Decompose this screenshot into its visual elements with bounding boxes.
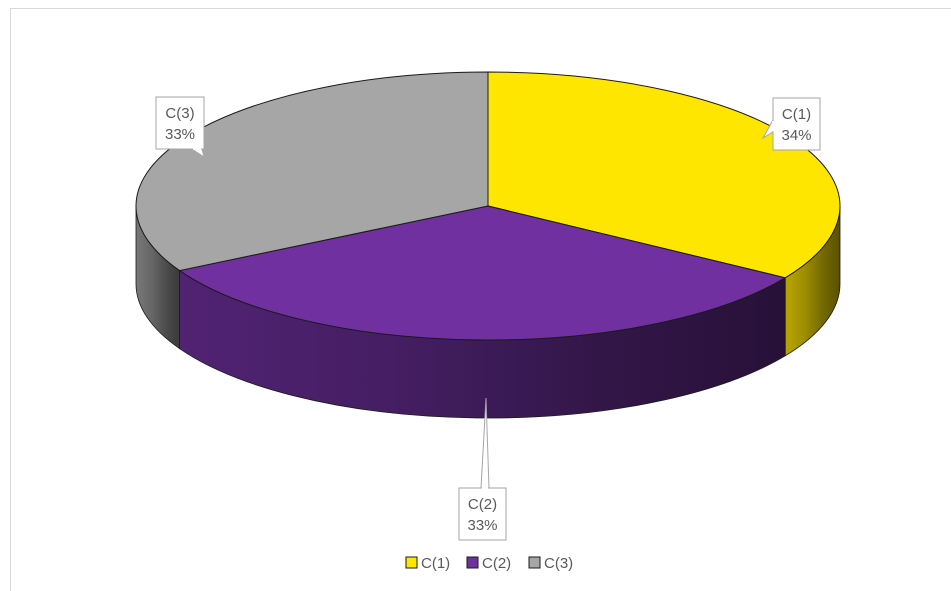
label-category-c2: C(2) bbox=[468, 496, 497, 513]
label-percent-c2: 33% bbox=[467, 517, 497, 534]
legend-item-c2: C(2) bbox=[466, 555, 511, 572]
label-percent-c1: 34% bbox=[781, 127, 811, 144]
pie-chart: C(1) 34% C(2) 33% C(3) 33% C(1) C(2) C(3) bbox=[135, 71, 841, 572]
label-box bbox=[155, 96, 205, 150]
legend-swatch-c1 bbox=[405, 556, 418, 569]
legend-item-c3: C(3) bbox=[528, 555, 573, 572]
legend: C(1) C(2) C(3) bbox=[405, 555, 573, 572]
legend-label-c1: C(1) bbox=[421, 555, 450, 572]
label-category-c1: C(1) bbox=[782, 106, 811, 123]
legend-item-c1: C(1) bbox=[405, 555, 450, 572]
pie-slice-c2 bbox=[178, 205, 787, 341]
data-label-c2: C(2) 33% bbox=[458, 397, 507, 541]
label-box bbox=[458, 487, 507, 541]
legend-swatch-c3 bbox=[528, 556, 541, 569]
label-category-c3: C(3) bbox=[165, 105, 194, 122]
legend-label-c3: C(3) bbox=[544, 555, 573, 572]
chart-area: C(1) 34% C(2) 33% C(3) 33% C(1) C(2) C(3) bbox=[10, 8, 951, 591]
legend-swatch-c2 bbox=[466, 556, 479, 569]
legend-label-c2: C(2) bbox=[482, 555, 511, 572]
label-percent-c3: 33% bbox=[165, 126, 195, 143]
data-label-c3: C(3) 33% bbox=[155, 96, 205, 159]
data-label-c1: C(1) 34% bbox=[761, 97, 821, 151]
